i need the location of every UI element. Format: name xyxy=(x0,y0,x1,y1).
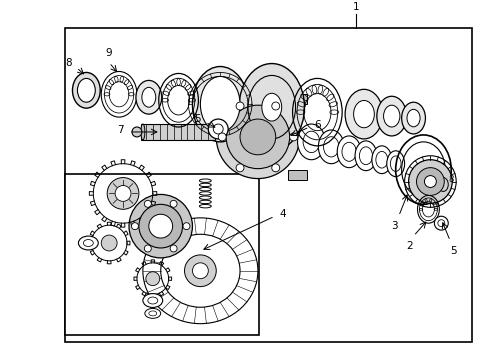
Ellipse shape xyxy=(389,156,400,171)
Circle shape xyxy=(144,245,151,252)
Ellipse shape xyxy=(208,119,228,139)
Text: 8: 8 xyxy=(65,58,71,68)
Circle shape xyxy=(289,133,297,141)
Ellipse shape xyxy=(132,127,142,137)
Ellipse shape xyxy=(323,137,338,157)
Circle shape xyxy=(218,133,225,141)
Ellipse shape xyxy=(354,141,376,171)
Text: 4: 4 xyxy=(279,209,286,219)
Circle shape xyxy=(216,95,299,179)
Bar xyxy=(141,124,215,140)
Text: 8: 8 xyxy=(447,175,453,184)
Ellipse shape xyxy=(83,239,93,247)
Ellipse shape xyxy=(383,105,399,127)
Ellipse shape xyxy=(136,80,162,114)
Ellipse shape xyxy=(376,96,406,136)
Circle shape xyxy=(225,105,289,168)
Bar xyxy=(65,28,471,342)
Ellipse shape xyxy=(406,109,419,127)
Ellipse shape xyxy=(148,311,157,316)
Ellipse shape xyxy=(77,78,95,102)
Circle shape xyxy=(107,177,139,209)
Ellipse shape xyxy=(433,216,447,230)
Ellipse shape xyxy=(200,76,240,132)
Circle shape xyxy=(144,201,151,207)
Text: 9: 9 xyxy=(105,48,112,58)
Ellipse shape xyxy=(341,142,356,161)
Ellipse shape xyxy=(353,100,374,128)
Circle shape xyxy=(271,164,279,172)
Ellipse shape xyxy=(147,297,158,304)
Circle shape xyxy=(131,223,138,230)
Circle shape xyxy=(145,272,160,285)
Ellipse shape xyxy=(72,72,100,108)
Bar xyxy=(287,94,307,104)
Circle shape xyxy=(271,102,279,110)
Ellipse shape xyxy=(261,93,281,121)
Circle shape xyxy=(139,204,182,248)
Circle shape xyxy=(236,102,244,110)
Circle shape xyxy=(192,263,208,279)
Text: 5: 5 xyxy=(449,246,456,256)
Circle shape xyxy=(148,214,172,238)
Ellipse shape xyxy=(345,89,382,139)
Text: 6: 6 xyxy=(314,120,320,130)
Ellipse shape xyxy=(359,147,372,165)
Ellipse shape xyxy=(239,64,304,151)
Ellipse shape xyxy=(371,146,391,174)
Ellipse shape xyxy=(337,136,360,168)
Ellipse shape xyxy=(318,130,344,164)
Ellipse shape xyxy=(192,67,247,142)
Text: 5: 5 xyxy=(193,114,200,124)
Circle shape xyxy=(183,223,189,230)
Ellipse shape xyxy=(401,102,425,134)
Circle shape xyxy=(408,160,451,203)
Circle shape xyxy=(170,201,177,207)
Ellipse shape xyxy=(303,131,319,153)
Text: 3: 3 xyxy=(390,221,397,231)
Ellipse shape xyxy=(142,87,156,107)
Text: 2: 2 xyxy=(406,241,412,251)
Circle shape xyxy=(101,235,117,251)
Ellipse shape xyxy=(78,236,98,250)
Ellipse shape xyxy=(386,151,404,176)
Circle shape xyxy=(424,176,435,188)
Ellipse shape xyxy=(437,220,444,227)
Circle shape xyxy=(170,245,177,252)
Circle shape xyxy=(184,255,216,287)
Text: 7: 7 xyxy=(117,125,124,135)
Text: 1: 1 xyxy=(352,2,359,12)
Ellipse shape xyxy=(141,124,144,140)
Bar xyxy=(65,174,259,335)
Bar xyxy=(287,170,307,180)
Ellipse shape xyxy=(213,124,223,134)
Ellipse shape xyxy=(375,152,387,168)
Ellipse shape xyxy=(297,124,325,160)
Circle shape xyxy=(416,168,444,195)
Circle shape xyxy=(129,194,192,258)
Ellipse shape xyxy=(142,293,163,307)
Circle shape xyxy=(236,164,244,172)
Circle shape xyxy=(115,185,131,201)
Ellipse shape xyxy=(144,309,161,318)
Circle shape xyxy=(240,119,275,155)
